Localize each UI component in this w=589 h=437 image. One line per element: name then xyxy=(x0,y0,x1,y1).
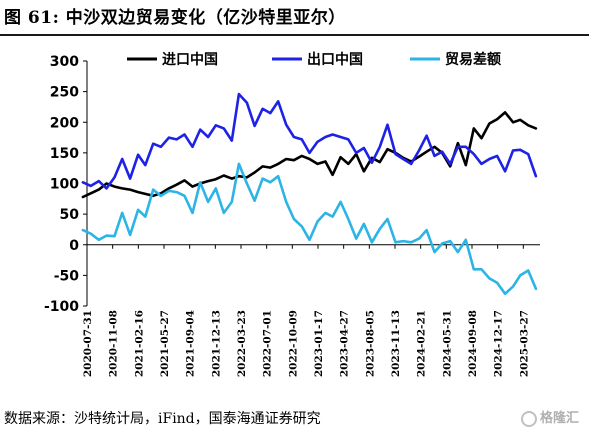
watermark-text: 格隆汇 xyxy=(539,411,579,426)
y-tick-label: 150 xyxy=(50,146,79,162)
y-tick-label: 0 xyxy=(69,238,79,254)
legend-label-3: 贸易差额 xyxy=(445,51,501,68)
y-tick-label: -100 xyxy=(44,299,79,315)
y-tick-label: 100 xyxy=(50,177,79,193)
x-tick-label: 2021-02-16 xyxy=(133,310,145,377)
series-line-1 xyxy=(81,111,538,199)
x-tick-label: 2020-07-31 xyxy=(82,310,94,377)
y-tick-label: -50 xyxy=(54,268,80,284)
x-tick-label: 2023-01-17 xyxy=(313,310,325,377)
series-line-3 xyxy=(81,162,538,296)
trade-line-chart: -100 -50 0 50 100 150 200 250 300 2020-07-31 2020-… xyxy=(44,51,540,377)
y-tick-label: 300 xyxy=(50,54,79,70)
x-tick-label: 2020-11-08 xyxy=(108,310,120,377)
title-divider xyxy=(0,34,589,36)
series-layer xyxy=(81,92,538,296)
legend-label-2: 出口中国 xyxy=(307,51,363,68)
x-tick-label: 2024-05-31 xyxy=(441,310,453,377)
x-tick-label: 2023-04-27 xyxy=(339,310,351,377)
chart-legend: 进口中国 出口中国 贸易差额 xyxy=(127,51,501,68)
y-tick-label: 200 xyxy=(50,115,79,131)
x-tick-label: 2024-02-21 xyxy=(416,310,428,377)
x-tick-label: 2023-08-05 xyxy=(364,310,376,377)
x-tick-label: 2022-07-01 xyxy=(262,310,274,377)
chart-title: 图 61: 中沙双边贸易变化（亿沙特里亚尔） xyxy=(4,8,346,28)
x-tick-label: 2022-03-23 xyxy=(236,310,248,377)
x-tick-label: 2025-03-27 xyxy=(518,310,530,377)
source-note: 数据来源：沙特统计局，iFind，国泰海通证券研究 xyxy=(4,411,321,427)
watermark: 格隆汇 xyxy=(520,409,579,429)
x-tick-label: 2021-09-04 xyxy=(185,310,197,377)
y-tick-label: 50 xyxy=(60,207,80,223)
x-tick-label: 2022-10-09 xyxy=(287,310,299,377)
x-tick-label: 2024-09-08 xyxy=(467,310,479,377)
x-tick-label: 2024-12-17 xyxy=(493,310,505,377)
y-tick-label: 250 xyxy=(50,85,79,101)
legend-label-1: 进口中国 xyxy=(162,51,218,68)
chart-axes: -100 -50 0 50 100 150 200 250 300 2020-07-31 2020-… xyxy=(44,54,540,377)
series-line-2 xyxy=(81,92,538,190)
x-tick-label: 2021-05-27 xyxy=(159,310,171,377)
watermark-logo-icon xyxy=(520,410,537,427)
x-tick-label: 2023-11-13 xyxy=(390,310,402,377)
x-tick-label: 2021-12-13 xyxy=(210,310,222,377)
